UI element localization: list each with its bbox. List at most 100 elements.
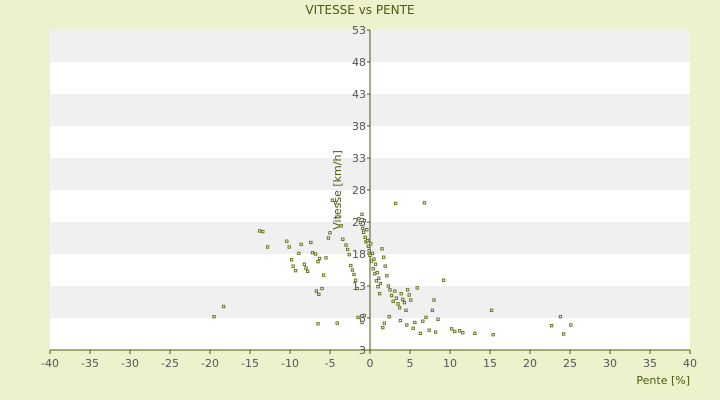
data-point: [561, 332, 566, 336]
data-point: [353, 278, 358, 282]
data-point: [265, 245, 270, 249]
data-point: [378, 281, 383, 286]
data-point: [413, 320, 417, 325]
data-point: [401, 297, 405, 302]
x-tick-label: -30: [121, 357, 139, 370]
data-point: [549, 324, 554, 328]
data-point: [427, 328, 431, 332]
data-point: [316, 260, 320, 264]
axes: [49, 29, 691, 354]
data-point: [569, 323, 573, 327]
data-point: [394, 296, 399, 300]
x-tick-label: 0: [367, 357, 374, 370]
data-point: [383, 264, 387, 268]
data-point: [369, 242, 373, 246]
x-tick-label: 40: [683, 357, 697, 370]
chart-title: VITESSE vs PENTE: [305, 3, 414, 17]
data-point: [291, 264, 295, 268]
data-point: [373, 262, 378, 266]
data-point: [389, 293, 394, 298]
data-point: [461, 331, 465, 335]
data-point: [433, 330, 438, 334]
data-point: [316, 322, 320, 326]
data-point: [212, 315, 216, 319]
data-point: [324, 256, 328, 260]
data-point: [347, 252, 351, 257]
x-tick-label: 35: [643, 357, 657, 370]
y-tick-label: 53: [352, 24, 366, 37]
data-points: [212, 198, 573, 337]
data-point: [397, 306, 402, 310]
data-point: [365, 238, 370, 243]
data-point: [261, 229, 265, 234]
x-tick-label: -25: [161, 357, 179, 370]
data-point: [457, 329, 462, 333]
data-point: [381, 255, 386, 259]
data-point: [489, 308, 494, 312]
x-axis-label: Pente [%]: [636, 374, 690, 387]
data-point: [372, 257, 376, 261]
data-point: [377, 276, 381, 280]
y-tick-label: 48: [352, 56, 366, 69]
data-point: [326, 236, 331, 240]
data-point: [304, 266, 308, 270]
data-point: [432, 298, 436, 302]
data-point: [404, 308, 408, 312]
data-point: [421, 319, 425, 323]
data-point: [411, 326, 415, 330]
data-point: [381, 325, 385, 330]
x-tick-label: 30: [603, 357, 617, 370]
data-point: [371, 267, 375, 271]
data-point: [422, 201, 427, 205]
data-point: [407, 293, 411, 297]
data-point: [358, 220, 363, 225]
data-point: [357, 217, 361, 221]
y-tick-label: 18: [352, 248, 366, 261]
x-tick-label: 25: [563, 357, 577, 370]
data-point: [321, 273, 326, 277]
x-tick-label: -10: [281, 357, 299, 370]
data-point: [441, 278, 446, 282]
data-point: [344, 243, 348, 247]
data-point: [339, 224, 343, 228]
data-point: [375, 270, 379, 275]
x-tick-label: -40: [41, 357, 59, 370]
data-point: [424, 315, 428, 320]
data-point: [393, 289, 397, 293]
data-point: [399, 292, 403, 296]
data-point: [386, 284, 391, 288]
y-tick-label: 8: [359, 312, 366, 325]
data-point: [341, 237, 345, 241]
data-point: [396, 302, 400, 306]
data-point: [360, 320, 364, 325]
y-axis-label: Vitesse [km/h]: [331, 150, 344, 230]
data-point: [385, 274, 389, 278]
data-point: [405, 288, 410, 292]
data-point: [317, 256, 322, 261]
data-point: [409, 298, 413, 302]
data-point: [449, 327, 454, 331]
x-tick-label: -15: [241, 357, 259, 370]
data-point: [365, 228, 369, 232]
x-tick-label: -5: [325, 357, 336, 370]
data-point: [367, 249, 371, 253]
data-point: [352, 272, 356, 277]
x-tick-label: -20: [201, 357, 219, 370]
data-point: [369, 259, 374, 263]
data-point: [405, 323, 409, 327]
data-point: [363, 235, 367, 240]
data-point: [368, 253, 372, 257]
data-point: [328, 231, 332, 235]
data-point: [366, 244, 371, 248]
data-point: [418, 331, 423, 336]
data-point: [314, 289, 319, 293]
data-point: [350, 268, 355, 272]
data-point: [370, 251, 375, 256]
data-point: [305, 269, 310, 273]
data-point: [297, 251, 301, 256]
data-point: [320, 286, 324, 291]
data-point: [362, 219, 367, 223]
y-tick-label: 38: [352, 120, 366, 133]
data-point: [376, 284, 380, 289]
data-point: [391, 299, 395, 304]
